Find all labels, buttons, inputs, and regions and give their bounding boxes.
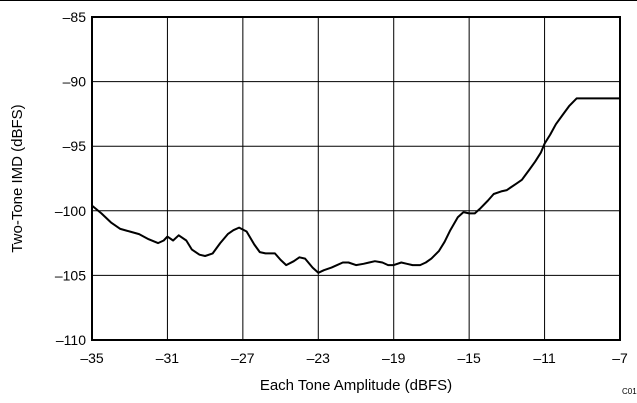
x-axis-label: Each Tone Amplitude (dBFS)	[260, 377, 452, 394]
x-tick-label: –19	[382, 350, 406, 366]
y-tick-label: –85	[63, 9, 87, 25]
x-tick-label: –11	[533, 350, 556, 366]
plot-frame	[91, 16, 621, 341]
y-tick-label: –105	[55, 267, 86, 283]
y-tick-label: –95	[63, 138, 87, 154]
y-tick-labels: –85 –90 –95 –100 –105 –110	[55, 9, 86, 348]
x-tick-label: –31	[156, 350, 180, 366]
y-tick-label: –110	[56, 332, 86, 348]
x-tick-label: –7	[612, 350, 628, 366]
y-axis-label: Two-Tone IMD (dBFS)	[9, 104, 26, 252]
x-tick-label: –35	[80, 350, 104, 366]
figure-code: C015	[622, 387, 637, 396]
x-tick-label: –15	[457, 350, 481, 366]
x-tick-label: –27	[231, 350, 255, 366]
y-tick-label: –100	[55, 203, 86, 219]
x-tick-label: –23	[307, 350, 331, 366]
grid	[92, 17, 620, 340]
imd-series-line	[92, 97, 620, 274]
y-tick-label: –90	[63, 74, 87, 90]
x-tick-labels: –35 –31 –27 –23 –19 –15 –11 –7	[80, 350, 628, 366]
